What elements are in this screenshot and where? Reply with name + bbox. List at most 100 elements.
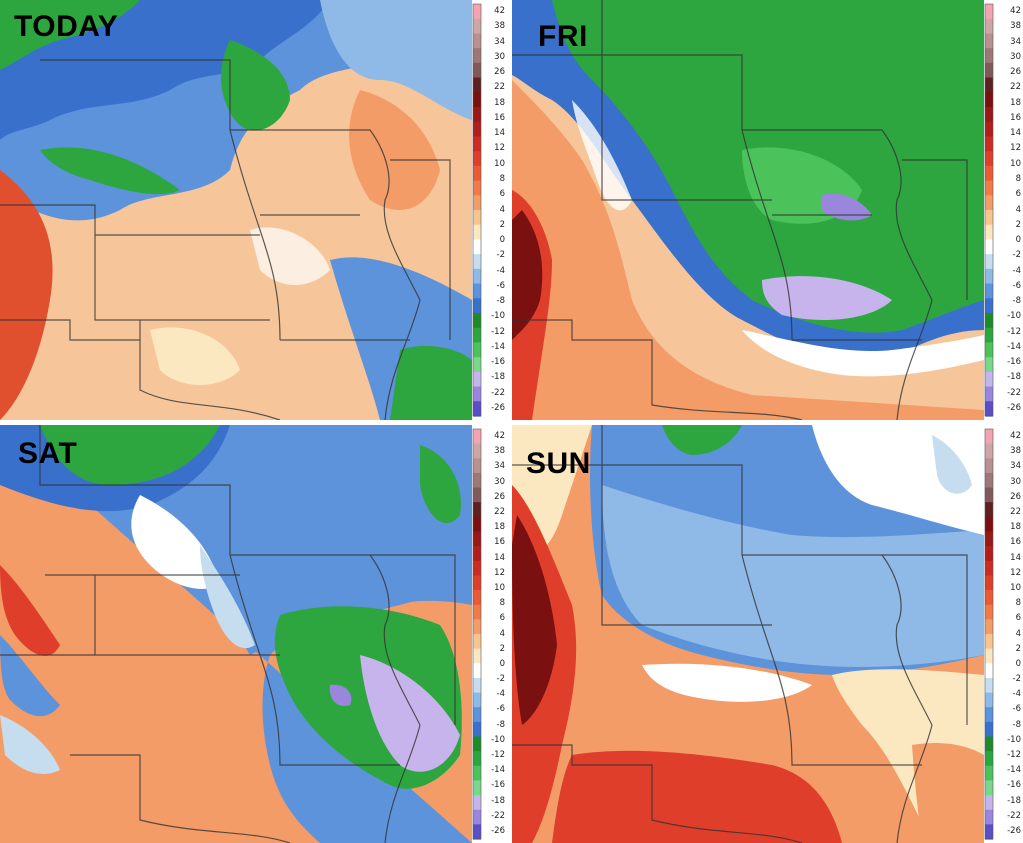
colorbar-swatch — [473, 224, 481, 241]
colorbar-tick-label: -16 — [491, 357, 505, 368]
colorbar-swatch — [985, 429, 993, 445]
colorbar-swatch — [473, 443, 481, 459]
colorbar-tick-label: 30 — [1010, 51, 1021, 62]
colorbar-swatch — [473, 677, 481, 694]
colorbar-swatch — [473, 136, 481, 152]
colorbar-swatch — [473, 560, 481, 577]
colorbar-tick-label: 18 — [1010, 522, 1021, 533]
map-panel-sat: SAT 42 38 34 30 26 22 18 16 14 12 10 8 6 4 2 0 -2 -4 -6 -8-… — [0, 425, 507, 843]
colorbar-swatch — [985, 224, 993, 241]
colorbar-tick-label: -2 — [1012, 674, 1021, 685]
colorbar-tick-label: 6 — [499, 613, 505, 624]
colorbar-tick-label: -4 — [496, 689, 505, 700]
colorbar-tick-label: -8 — [1012, 719, 1021, 730]
temperature-anomaly-map-today — [0, 0, 472, 420]
colorbar-tick-label: 34 — [1010, 36, 1021, 47]
map-panel-sun: SUN 42 38 34 30 26 22 18 16 14 12 10 8 6 4 2 0 -2 -4 -6 -8-… — [512, 425, 1023, 843]
colorbar-tick-label: 4 — [1015, 628, 1021, 639]
colorbar-tick-label: -8 — [496, 719, 505, 730]
colorbar-tick-label: 34 — [494, 461, 505, 472]
colorbar-tick-label: 8 — [1015, 173, 1021, 184]
colorbar-tick-label: -8 — [496, 296, 505, 307]
colorbar-tick-label: 4 — [499, 204, 505, 215]
colorbar-swatch — [473, 751, 481, 767]
colorbar-swatch — [985, 151, 993, 167]
colorbar-swatch — [473, 180, 481, 196]
colorbar-tick-label: 18 — [494, 97, 505, 108]
colorbar-swatch — [985, 33, 993, 49]
colorbar-tick-label: 22 — [1010, 507, 1021, 518]
colorbar-swatch — [985, 472, 993, 489]
colorbar-swatch — [473, 575, 481, 591]
colorbar-tick-label: -22 — [1007, 387, 1021, 398]
colorbar-swatch — [985, 824, 993, 840]
colorbar-swatch — [985, 575, 993, 591]
colorbar-tick-label: -14 — [1007, 341, 1021, 352]
colorbar-swatch — [473, 546, 481, 562]
colorbar-swatch — [473, 458, 481, 474]
colorbar-tick-label: -16 — [1007, 780, 1021, 791]
colorbar-swatch — [985, 195, 993, 211]
colorbar-tick-label: -12 — [491, 749, 505, 760]
colorbar-swatch — [985, 677, 993, 694]
colorbar-outline — [984, 3, 994, 417]
colorbar-swatch — [985, 707, 993, 723]
colorbar-tick-label: 2 — [1015, 219, 1021, 230]
colorbar-swatch — [473, 195, 481, 211]
colorbar-swatch — [473, 327, 481, 344]
colorbar-tick-label: 30 — [1010, 476, 1021, 487]
colorbar-tick-label: -22 — [491, 810, 505, 821]
colorbar-tick-label: 18 — [494, 522, 505, 533]
colorbar-swatch — [473, 619, 481, 635]
colorbar-swatch — [985, 92, 993, 108]
colorbar-outline — [472, 3, 482, 417]
temperature-anomaly-map-sun — [512, 425, 984, 843]
colorbar-tick-label: 14 — [1010, 128, 1021, 139]
colorbar-strip — [472, 3, 482, 417]
colorbar-tick-label: 6 — [1015, 613, 1021, 624]
colorbar-tick-label: 30 — [494, 51, 505, 62]
panel-label-fri: FRI — [538, 20, 588, 53]
colorbar-tick-label: 0 — [499, 658, 505, 669]
colorbar-tick-label: -4 — [1012, 689, 1021, 700]
colorbar-swatch — [473, 48, 481, 64]
colorbar-swatch — [473, 165, 481, 182]
colorbar-swatch — [985, 443, 993, 459]
colorbar-sun: 42 38 34 30 26 22 18 16 14 12 10 8 6 4 2 0 -2 -4 -6 -8 -10 -1… — [984, 425, 1023, 843]
colorbar-tick-label: 8 — [499, 598, 505, 609]
colorbar-strip — [984, 3, 994, 417]
colorbar-swatch — [473, 795, 481, 811]
colorbar-tick-label: 2 — [499, 219, 505, 230]
colorbar-swatch — [985, 107, 993, 123]
colorbar-tick-label: -2 — [496, 250, 505, 261]
temperature-anomaly-map-fri — [512, 0, 984, 420]
colorbar-outline — [984, 428, 994, 840]
map-panel-today: TODAY 42 38 34 30 26 22 18 16 14 12 10 8 6 4 2 0 -2 -4 -6-… — [0, 0, 507, 420]
colorbar-swatch — [985, 313, 993, 329]
colorbar-swatch — [473, 765, 481, 782]
colorbar-swatch — [985, 254, 993, 270]
colorbar-tick-label: 14 — [494, 552, 505, 563]
colorbar-swatch — [985, 371, 993, 388]
colorbar-swatch — [473, 824, 481, 840]
colorbar-tick-label: -14 — [491, 765, 505, 776]
colorbar-fri: 42 38 34 30 26 22 18 16 14 12 10 8 6 4 2 0 -2 -4 -6 -8 -10 -1… — [984, 0, 1023, 420]
colorbar-swatch — [985, 283, 993, 299]
colorbar-swatch — [473, 487, 481, 503]
colorbar-tick-label: -18 — [491, 795, 505, 806]
colorbar-tick-label: -22 — [491, 387, 505, 398]
colorbar-tick-label: 0 — [499, 235, 505, 246]
colorbar-tick-label: 42 — [494, 431, 505, 442]
colorbar-swatch — [985, 458, 993, 474]
colorbar-tick-label: 14 — [1010, 552, 1021, 563]
colorbar-swatch — [985, 62, 993, 79]
colorbar-swatch — [473, 604, 481, 620]
colorbar-tick-label: -26 — [491, 825, 505, 836]
colorbar-swatch — [985, 765, 993, 782]
colorbar-swatch — [985, 121, 993, 138]
colorbar-tick-label: -10 — [491, 734, 505, 745]
colorbar-swatch — [985, 560, 993, 577]
colorbar-tick-label: 6 — [499, 189, 505, 200]
colorbar-tick-label: -6 — [496, 704, 505, 715]
colorbar-swatch — [473, 107, 481, 123]
